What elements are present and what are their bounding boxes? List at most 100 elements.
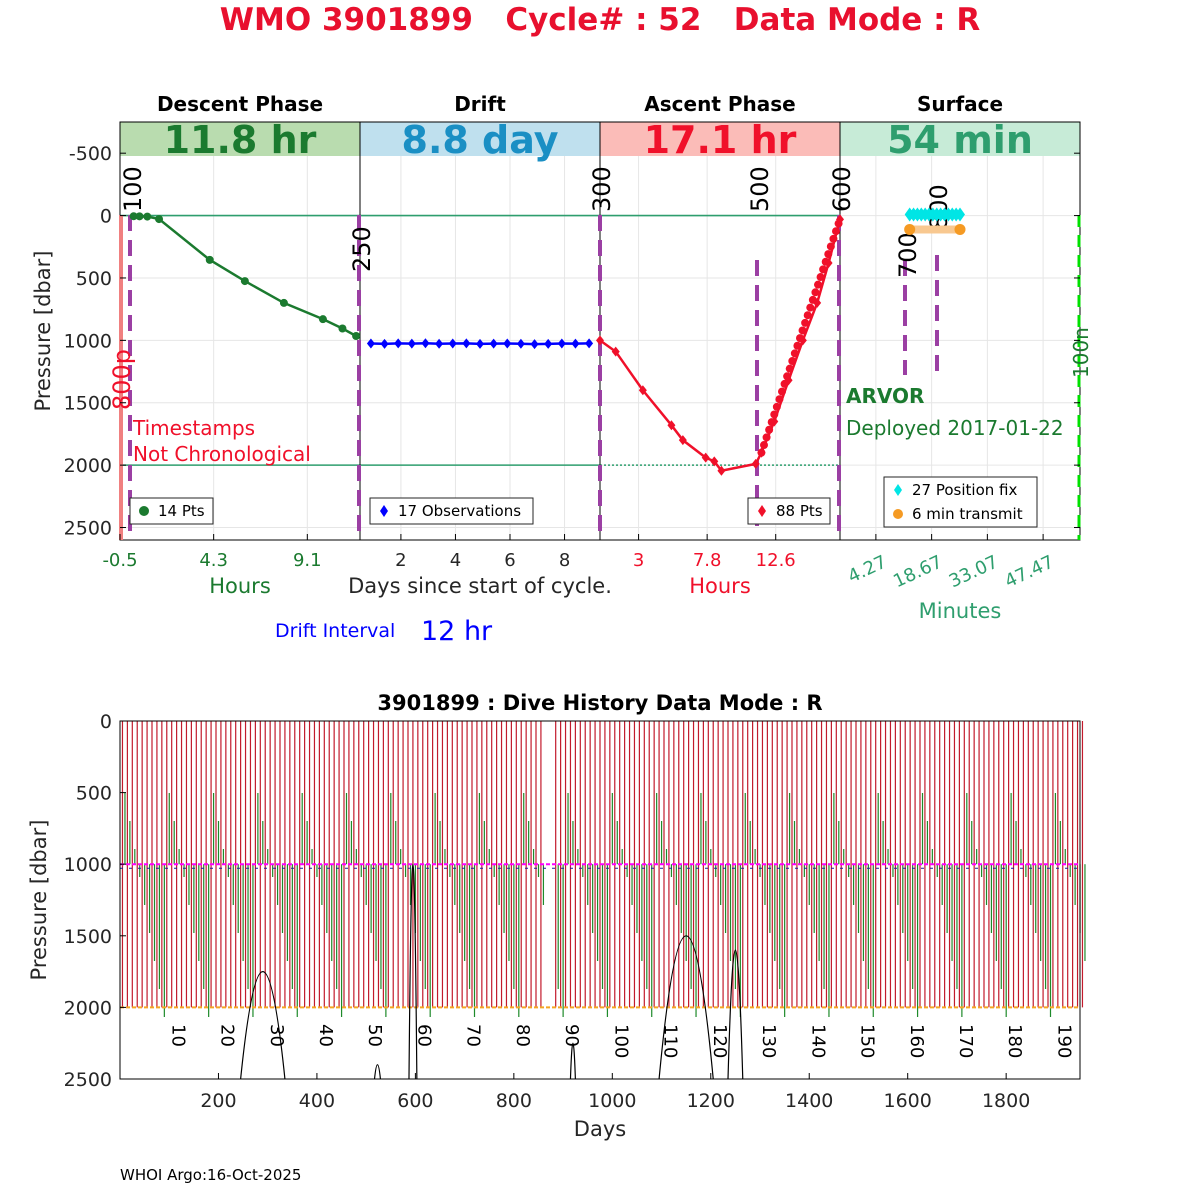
x-axis-label-ascent: Hours [689,574,751,598]
x-tick-label: 1800 [982,1090,1030,1112]
cycle-number-label: 170 [955,1024,976,1058]
y-tick-label: 0 [100,206,112,228]
legend-surface-text: 6 min transmit [912,505,1023,523]
phase-number-100: 100 [119,166,147,212]
side-label-800p: 800p [108,349,136,410]
data-point-drift [394,338,403,349]
data-point-ascent [638,385,647,396]
data-point-drift [407,338,416,349]
data-point-ascent [806,303,815,312]
x-tick-label: 1000 [588,1090,636,1112]
data-point-descent [205,255,214,264]
data-point-ascent [678,435,687,446]
data-point-ascent [783,372,792,381]
data-point-ascent [801,318,810,327]
cycle-number-label: 160 [906,1024,927,1058]
cycle-number-label: 130 [758,1024,779,1058]
y-tick-label: 2500 [64,518,112,540]
cycle-number-label: 110 [660,1024,681,1058]
seafloor-bump [408,863,418,1080]
cycle-number-label: 20 [217,1024,238,1047]
phase-number-500: 500 [746,166,774,212]
data-point-ascent [765,425,774,434]
y-tick-label: 2500 [64,1069,112,1091]
cycle-number-label: 150 [857,1024,878,1058]
x-tick-label-descent: -0.5 [102,550,137,571]
phase-number-800: 800 [925,184,953,230]
phase-band-ascent [600,122,840,156]
legend-drift [369,497,534,525]
x-tick-label-surface: 18.67 [890,551,946,592]
phase-duration-ascent: 17.1 hr [644,118,797,162]
warning-not-chronological: Not Chronological [133,442,311,466]
data-point-ascent [701,452,710,463]
data-point-ascent [798,326,807,335]
data-point-ascent [717,465,726,476]
page-title: WMO 3901899 Cycle# : 52 Data Mode : R [219,2,981,38]
data-point-drift [435,338,444,349]
x-tick-label-descent: 9.1 [293,550,322,571]
phase-band-surface [840,122,1080,156]
seafloor-bump [569,1042,576,1080]
data-point-drift [544,338,553,349]
legend-descent-text: 14 Pts [158,502,205,520]
dive-history-plot: 3901899 : Dive History Data Mode : R 10 20… [27,691,1086,1141]
cycle-number-label: 40 [315,1024,336,1047]
data-point-drift [421,338,430,349]
phase-duration-surface: 54 min [887,118,1033,162]
cycle-number-label: 90 [561,1024,582,1047]
data-point-ascent [832,227,840,236]
data-point-drift [489,338,498,349]
drift-interval-label: Drift Interval [275,620,395,642]
cycle-number-label: 30 [266,1024,287,1047]
data-point-drift [571,338,580,349]
cycle-number-label: 50 [364,1024,385,1047]
side-label-100n: 100n [1069,327,1093,378]
seafloor-bump [240,971,286,1080]
y-tick-label: 1000 [64,854,112,876]
phase-duration-descent: 11.8 hr [164,118,317,162]
y-tick-label: 500 [76,268,112,290]
drift-interval-value: 12 hr [421,616,493,647]
data-point-ascent [808,295,817,304]
data-point-ascent [793,341,802,350]
legend-ascent-text: 88 Pts [776,502,823,520]
cycle-number-label: 190 [1053,1024,1074,1058]
cycle-number-label: 10 [167,1024,188,1047]
x-tick-label: 200 [200,1090,236,1112]
y-axis-label: Pressure [dbar] [31,251,55,412]
data-point-descent [279,298,288,307]
data-point-ascent [814,280,822,289]
data-point-ascent [611,346,620,357]
legend-surface-text: 27 Position fix [912,481,1017,499]
data-point-drift [585,338,594,349]
data-point-ascent [803,311,812,320]
legend-descent-marker [139,506,149,516]
data-point-ascent [796,334,804,343]
x-tick-label-surface: 47.47 [1002,551,1058,592]
x-tick-label: 400 [299,1090,335,1112]
legend-surface-marker [893,509,903,519]
x-axis-label: Days [574,1117,626,1141]
x-tick-label: 1600 [884,1090,932,1112]
phase-title-ascent: Ascent Phase [644,92,795,116]
y-tick-label: 500 [76,783,112,805]
data-point-ascent [767,418,776,427]
data-point-ascent [785,364,794,373]
y-tick-label: 1500 [64,393,112,415]
x-tick-label: 600 [397,1090,433,1112]
dive-history-title: 3901899 : Dive History Data Mode : R [377,691,822,715]
legend-drift-marker [380,505,388,517]
phase-title-surface: Surface [917,92,1003,116]
legend-drift-text: 17 Observations [398,502,521,520]
data-point-ascent [834,219,843,228]
phase-number-250: 250 [348,226,376,272]
transmit-point [904,223,916,235]
plot-frame [119,720,1081,1080]
data-point-ascent [770,410,779,419]
data-point-ascent [821,257,830,266]
y-tick-label: -500 [69,143,112,165]
footer-credit: WHOI Argo:16-Oct-2025 [120,1166,302,1184]
data-point-ascent [751,458,760,469]
